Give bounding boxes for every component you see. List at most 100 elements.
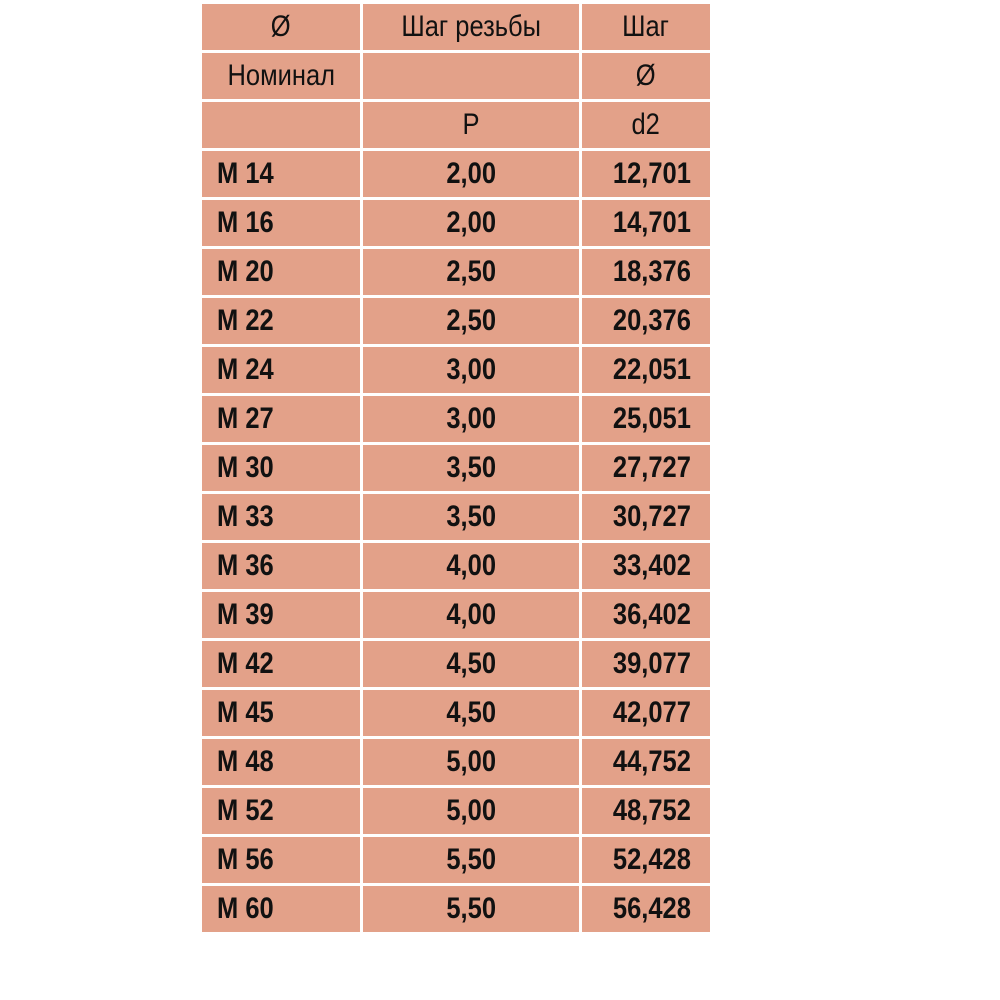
header-cell-text: Шаг резьбы	[401, 10, 541, 43]
cell-thread-pitch: 5,00	[360, 736, 582, 788]
cell-text: 20,376	[613, 304, 692, 337]
cell-nominal-diameter: M 36	[199, 540, 363, 592]
cell-text: 48,752	[613, 794, 692, 827]
table-row: M 39 4,00 36,402	[199, 589, 713, 641]
cell-thread-pitch: 2,00	[360, 148, 582, 200]
table-row: M 56 5,50 52,428	[199, 834, 713, 886]
cell-text: 39,077	[613, 647, 692, 680]
cell-text: M 27	[217, 402, 274, 435]
cell-text: 5,00	[446, 794, 496, 827]
cell-nominal-diameter: M 39	[199, 589, 363, 641]
cell-pitch-diameter: 25,051	[579, 393, 713, 445]
header-cell-nominal-diameter	[199, 99, 363, 151]
table-row: M 48 5,00 44,752	[199, 736, 713, 788]
cell-thread-pitch: 3,50	[360, 491, 582, 543]
cell-nominal-diameter: M 24	[199, 344, 363, 396]
cell-nominal-diameter: M 48	[199, 736, 363, 788]
cell-text: M 45	[217, 696, 274, 729]
cell-text: M 20	[217, 255, 274, 288]
header-cell-pitch-diameter: Шаг	[579, 1, 713, 53]
table-row: M 27 3,00 25,051	[199, 393, 713, 445]
cell-text: 4,00	[446, 598, 496, 631]
table-row: M 60 5,50 56,428	[199, 883, 713, 935]
header-cell-thread-pitch: Шаг резьбы	[360, 1, 582, 53]
cell-thread-pitch: 4,00	[360, 589, 582, 641]
cell-text: M 30	[217, 451, 274, 484]
cell-text: 5,50	[446, 892, 496, 925]
cell-text: 2,00	[446, 157, 496, 190]
cell-pitch-diameter: 14,701	[579, 197, 713, 249]
table-row: M 36 4,00 33,402	[199, 540, 713, 592]
cell-text: M 33	[217, 500, 274, 533]
cell-thread-pitch: 5,00	[360, 785, 582, 837]
header-cell-pitch-diameter: d2	[579, 99, 713, 151]
cell-text: 56,428	[613, 892, 692, 925]
cell-thread-pitch: 3,00	[360, 344, 582, 396]
table-row: M 45 4,50 42,077	[199, 687, 713, 739]
cell-text: M 42	[217, 647, 274, 680]
cell-thread-pitch: 3,50	[360, 442, 582, 494]
cell-nominal-diameter: M 30	[199, 442, 363, 494]
cell-text: 14,701	[613, 206, 692, 239]
cell-nominal-diameter: M 14	[199, 148, 363, 200]
cell-nominal-diameter: M 56	[199, 834, 363, 886]
cell-text: M 14	[217, 157, 274, 190]
cell-text: 4,50	[446, 647, 496, 680]
cell-text: 2,50	[446, 304, 496, 337]
cell-thread-pitch: 4,50	[360, 638, 582, 690]
cell-text: M 22	[217, 304, 274, 337]
cell-pitch-diameter: 39,077	[579, 638, 713, 690]
cell-pitch-diameter: 18,376	[579, 246, 713, 298]
cell-text: 5,00	[446, 745, 496, 778]
cell-thread-pitch: 5,50	[360, 883, 582, 935]
cell-thread-pitch: 3,00	[360, 393, 582, 445]
header-cell-text: Номинал	[227, 59, 335, 92]
cell-nominal-diameter: M 16	[199, 197, 363, 249]
cell-nominal-diameter: M 20	[199, 246, 363, 298]
cell-text: 12,701	[613, 157, 692, 190]
table-row: M 24 3,00 22,051	[199, 344, 713, 396]
cell-thread-pitch: 2,50	[360, 295, 582, 347]
header-cell-text: d2	[631, 108, 661, 141]
cell-text: 3,50	[446, 451, 496, 484]
header-cell-pitch-diameter: Ø	[579, 50, 713, 102]
cell-text: M 24	[217, 353, 274, 386]
cell-thread-pitch: 5,50	[360, 834, 582, 886]
cell-pitch-diameter: 22,051	[579, 344, 713, 396]
cell-pitch-diameter: 12,701	[579, 148, 713, 200]
cell-nominal-diameter: M 22	[199, 295, 363, 347]
cell-thread-pitch: 4,00	[360, 540, 582, 592]
cell-text: 4,50	[446, 696, 496, 729]
cell-text: 42,077	[613, 696, 692, 729]
table-row: M 22 2,50 20,376	[199, 295, 713, 347]
cell-nominal-diameter: M 42	[199, 638, 363, 690]
table-row: M 16 2,00 14,701	[199, 197, 713, 249]
cell-pitch-diameter: 30,727	[579, 491, 713, 543]
cell-pitch-diameter: 42,077	[579, 687, 713, 739]
cell-thread-pitch: 4,50	[360, 687, 582, 739]
cell-text: M 48	[217, 745, 274, 778]
cell-pitch-diameter: 48,752	[579, 785, 713, 837]
cell-pitch-diameter: 44,752	[579, 736, 713, 788]
cell-text: 2,00	[446, 206, 496, 239]
cell-thread-pitch: 2,50	[360, 246, 582, 298]
table-row: M 52 5,00 48,752	[199, 785, 713, 837]
cell-text: 25,051	[613, 402, 692, 435]
cell-pitch-diameter: 56,428	[579, 883, 713, 935]
cell-text: 22,051	[613, 353, 692, 386]
cell-text: 3,50	[446, 500, 496, 533]
table-row: M 33 3,50 30,727	[199, 491, 713, 543]
header-cell-text: Шаг	[622, 10, 670, 43]
cell-pitch-diameter: 20,376	[579, 295, 713, 347]
table-row: M 14 2,00 12,701	[199, 148, 713, 200]
cell-thread-pitch: 2,00	[360, 197, 582, 249]
cell-nominal-diameter: M 33	[199, 491, 363, 543]
header-cell-text: Ø	[636, 59, 656, 92]
cell-text: 18,376	[613, 255, 692, 288]
cell-pitch-diameter: 36,402	[579, 589, 713, 641]
header-row: Ø Шаг резьбы Шаг	[199, 1, 713, 53]
cell-nominal-diameter: M 60	[199, 883, 363, 935]
